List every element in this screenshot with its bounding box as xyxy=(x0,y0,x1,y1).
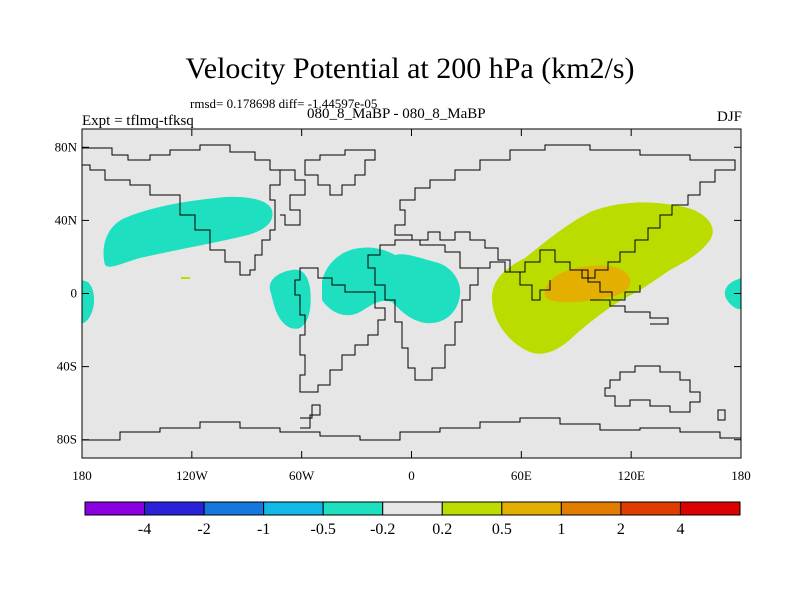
coast-eurasia xyxy=(394,144,736,279)
coast-canada-islands xyxy=(280,169,306,226)
y-tick-label: 80S xyxy=(57,432,77,447)
colorbar-label: 2 xyxy=(617,521,625,538)
coast-arabia-india xyxy=(478,261,551,301)
coast-antarctic-peninsula xyxy=(300,404,321,429)
region-central-atlantic-negative xyxy=(322,247,461,324)
y-tick-label: 40S xyxy=(57,359,77,374)
coast-antarctica xyxy=(82,417,741,441)
colorbar-swatch xyxy=(203,501,265,516)
region-small-negative-mark xyxy=(181,277,190,279)
coast-africa xyxy=(367,239,479,381)
coast-north-america xyxy=(82,144,281,276)
region-asia-positive-core xyxy=(544,265,631,303)
colorbar-label: 0.2 xyxy=(432,521,452,538)
coast-new-zealand xyxy=(717,409,726,421)
coast-australia xyxy=(604,365,701,413)
y-tick-label: 40N xyxy=(55,212,78,227)
colorbar-swatch xyxy=(620,501,681,516)
coastlines xyxy=(82,144,741,441)
season-label: DJF xyxy=(716,109,742,125)
colorbar-label: 1 xyxy=(557,521,565,538)
y-tick-label: 80N xyxy=(55,139,78,154)
colorbar-swatch xyxy=(441,501,503,516)
region-dateline-negative-west xyxy=(82,280,95,324)
colorbar-swatch xyxy=(84,501,146,516)
y-tick-label: 0 xyxy=(71,286,78,301)
colorbar-swatch xyxy=(560,501,622,516)
region-dateline-negative-east xyxy=(724,278,741,310)
region-north-pacific-negative xyxy=(103,196,273,267)
coast-greenland xyxy=(304,149,376,196)
chart-title: Velocity Potential at 200 hPa (km2/s) xyxy=(185,52,635,85)
stats-text: rmsd= 0.178698 diff= -1.44597e-05 xyxy=(190,96,378,111)
case-label: 080_8_MaBP - 080_8_MaBP xyxy=(307,106,486,122)
colorbar-swatch xyxy=(679,501,741,516)
colorbar-swatch xyxy=(501,501,562,516)
experiment-label: Expt = tflmq-tfksq xyxy=(82,113,194,129)
coast-indonesia xyxy=(590,299,669,325)
x-tick-label: 180 xyxy=(731,468,751,483)
colorbar-label: 4 xyxy=(676,521,684,538)
colorbar-label: -4 xyxy=(138,521,151,538)
x-tick-label: 180 xyxy=(72,468,92,483)
colorbar-label: -1 xyxy=(257,521,270,538)
colorbar-swatch xyxy=(263,501,324,516)
colorbar-swatch xyxy=(144,501,205,516)
x-tick-label: 60W xyxy=(289,468,315,483)
x-tick-label: 0 xyxy=(408,468,415,483)
colorbar-label: 0.5 xyxy=(492,521,512,538)
colorbar: -4 -2 -1 -0.5 -0.2 0.2 0.5 1 2 4 xyxy=(84,501,741,538)
colorbar-label: -0.2 xyxy=(370,521,395,538)
x-tick-label: 60E xyxy=(511,468,532,483)
x-tick-label: 120W xyxy=(176,468,209,483)
coast-southeast-asia xyxy=(575,269,641,301)
colorbar-label: -2 xyxy=(197,521,210,538)
colorbar-swatch xyxy=(322,501,384,516)
x-tick-label: 120E xyxy=(617,468,645,483)
coast-south-america xyxy=(294,267,386,393)
axes: 180 120W 60W 0 60E 120E 180 80N 40N 0 40S 80S xyxy=(55,129,751,483)
contour-regions xyxy=(82,196,741,354)
colorbar-swatch xyxy=(382,501,443,516)
colorbar-label: -0.5 xyxy=(311,521,336,538)
